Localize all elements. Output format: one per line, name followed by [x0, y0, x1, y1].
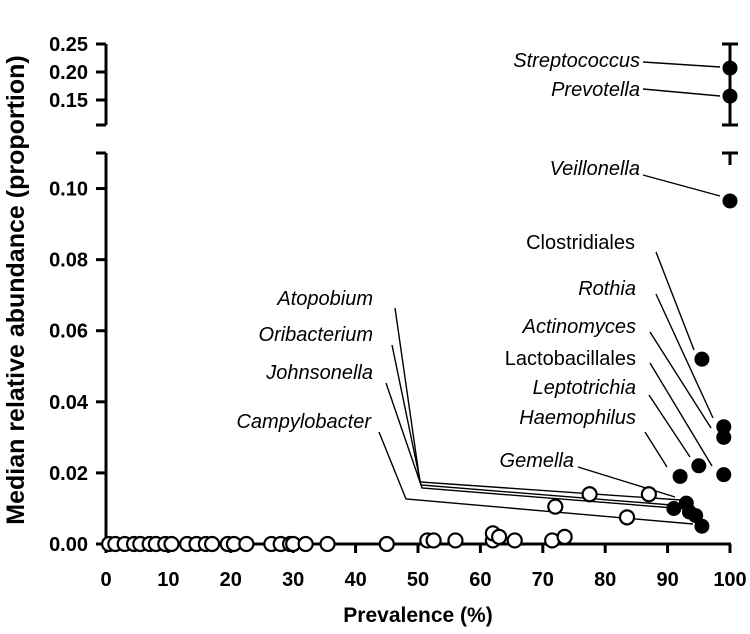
annotation-label: Actinomyces [522, 316, 636, 338]
open-point [163, 535, 180, 553]
annotation-leader [642, 61, 721, 68]
open-point [447, 532, 464, 549]
x-tick-label: 90 [656, 569, 678, 591]
open-point [297, 535, 314, 553]
filled-point [666, 500, 682, 516]
x-tick-label: 60 [469, 569, 491, 591]
annotation-leader [642, 88, 721, 97]
annotation-label: Campylobacter [236, 411, 372, 433]
y-tick-label: 0.06 [49, 321, 88, 343]
x-tick-label: 10 [157, 569, 179, 591]
open-point [618, 509, 636, 526]
annotation-label: Lactobacillales [505, 348, 636, 370]
open-point [556, 528, 573, 545]
annotation-label: Atopobium [276, 288, 373, 310]
annotation-labels: Streptococcus Prevotella Veillonella Clostr… [236, 50, 640, 472]
y-tick-label: 0.04 [49, 392, 89, 414]
annotation-leader [655, 251, 695, 351]
open-point [640, 486, 657, 503]
filled-point [722, 60, 738, 76]
y-tick-label: 0.10 [49, 179, 88, 201]
open-point [491, 528, 508, 545]
annotation-leader [577, 466, 676, 498]
annotation-leader [378, 431, 694, 525]
annotation-label: Veillonella [550, 158, 640, 180]
open-point [378, 535, 395, 553]
open-point [203, 535, 221, 553]
open-point [425, 532, 442, 549]
x-tick-label: 70 [532, 569, 554, 591]
filled-point [694, 518, 710, 534]
x-tick-label: 80 [594, 569, 616, 591]
x-tick-label: 0 [100, 569, 111, 591]
x-tick-label: 50 [407, 569, 429, 591]
annotation-leader [649, 331, 712, 429]
y-axis-title: Median relative abundance (proportion) [2, 55, 30, 525]
y-tick-label-upper: 0.25 [49, 34, 88, 56]
annotation-leader [644, 431, 668, 468]
filled-point [694, 351, 710, 367]
annotation-label: Rothia [578, 278, 636, 300]
filled-point [716, 467, 732, 483]
filled-point [722, 88, 738, 104]
filled-point [722, 193, 738, 209]
annotation-label: Haemophilus [519, 407, 636, 429]
open-point [581, 486, 598, 503]
open-point [238, 535, 255, 553]
filled-point [716, 419, 732, 435]
y-tick-label: 0.08 [49, 250, 88, 272]
annotation-leader [648, 394, 691, 458]
x-tick-label: 100 [713, 569, 746, 591]
annotation-leader [655, 293, 714, 419]
y-tick-label: 0.00 [49, 534, 88, 556]
annotation-leader [642, 174, 721, 197]
x-tick-label: 20 [220, 569, 242, 591]
y-tick-label-upper: 0.20 [49, 62, 88, 84]
x-tick-label: 40 [344, 569, 366, 591]
open-point [319, 535, 336, 553]
annotation-label: Prevotella [551, 79, 640, 101]
filled-point [691, 458, 707, 474]
axes-group: 0 10 20 30 40 50 60 70 80 90 100 0.00 0.02 0.04 0.06 0.… [49, 34, 747, 591]
annotation-label: Streptococcus [513, 50, 640, 72]
filled-point [672, 468, 688, 484]
annotation-label: Johnsonella [265, 362, 373, 384]
data-points [101, 60, 738, 553]
annotation-label: Clostridiales [526, 232, 635, 254]
y-tick-label: 0.02 [49, 463, 88, 485]
annotation-label: Oribacterium [259, 324, 373, 346]
annotation-leader [649, 362, 713, 467]
y-tick-label-upper: 0.15 [49, 90, 88, 112]
x-tick-label: 30 [282, 569, 304, 591]
x-axis-title: Prevalence (%) [343, 604, 492, 627]
annotation-label: Gemella [500, 450, 574, 472]
open-point [506, 532, 523, 549]
annotation-label: Leptotrichia [533, 377, 636, 399]
open-point [547, 498, 564, 515]
